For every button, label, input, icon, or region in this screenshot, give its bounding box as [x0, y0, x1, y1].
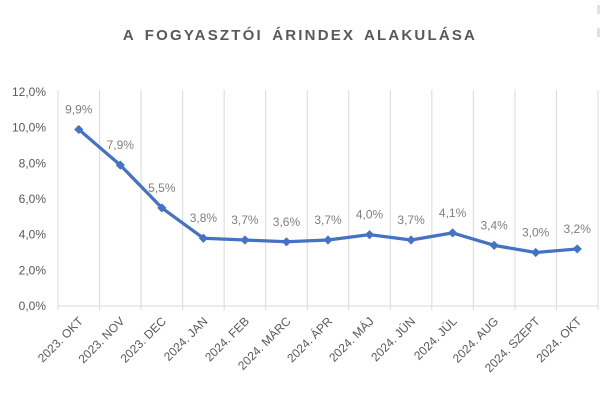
- data-point-label: 3,7%: [397, 213, 425, 227]
- data-point-marker: [572, 244, 582, 254]
- data-point-marker: [406, 235, 416, 245]
- data-point-marker: [157, 203, 167, 213]
- data-point-label: 3,8%: [190, 211, 218, 225]
- data-point-marker: [489, 240, 499, 250]
- y-axis-tick-label: 12,0%: [12, 85, 46, 99]
- data-point-marker: [364, 230, 375, 240]
- y-axis-tick-label: 4,0%: [19, 228, 47, 242]
- chart-title: A FOGYASZTÓI ÁRINDEX ALAKULÁSA: [122, 27, 478, 44]
- data-point-marker: [448, 228, 458, 238]
- data-point-marker: [240, 235, 250, 245]
- y-axis-tick-label: 6,0%: [19, 192, 47, 206]
- data-point-label: 7,9%: [107, 138, 135, 152]
- data-point-marker: [198, 233, 208, 243]
- data-point-label: 3,4%: [480, 218, 508, 232]
- data-point-label: 4,1%: [439, 206, 467, 220]
- y-axis-tick-label: 8,0%: [19, 156, 47, 170]
- data-point-label: 3,7%: [314, 213, 342, 227]
- data-point-marker: [74, 124, 84, 135]
- x-axis-tick-label: 2023. DEC: [118, 314, 170, 366]
- x-axis-tick-label: 2024. OKT: [533, 314, 584, 365]
- data-point-marker: [323, 235, 333, 245]
- data-point-marker: [115, 160, 125, 170]
- x-axis-tick-label: 2024. JÚN: [367, 314, 418, 365]
- data-point-label: 5,5%: [148, 181, 176, 195]
- y-axis-tick-label: 10,0%: [12, 121, 46, 135]
- screen-edge-artifact: [597, 5, 600, 14]
- data-point-label: 4,0%: [356, 208, 384, 222]
- data-point-label: 3,6%: [273, 215, 301, 229]
- x-axis-tick-label: 2024. MÁJ: [325, 314, 376, 365]
- screen-edge-artifact: [597, 28, 600, 37]
- data-point-marker: [281, 237, 292, 247]
- data-point-label: 3,2%: [564, 222, 592, 236]
- data-point-marker: [531, 247, 541, 258]
- data-point-label: 9,9%: [65, 102, 93, 116]
- y-axis-tick-label: 2,0%: [19, 263, 47, 277]
- y-axis-tick-label: 0,0%: [19, 299, 47, 313]
- data-point-label: 3,7%: [231, 213, 259, 227]
- data-point-label: 3,0%: [522, 226, 550, 240]
